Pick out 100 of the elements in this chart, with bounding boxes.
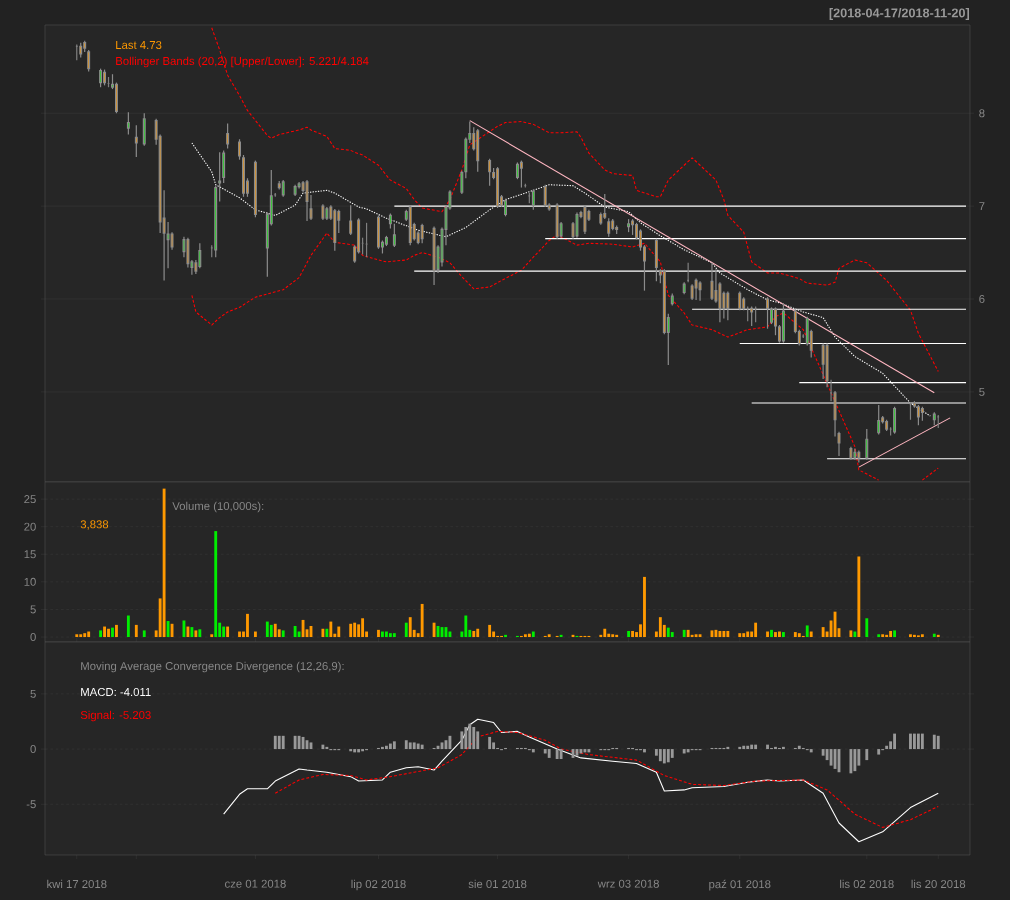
candlestick	[321, 203, 325, 221]
bar	[885, 745, 889, 750]
x-tick-label: kwi 17 2018	[47, 879, 107, 889]
candlestick	[166, 221, 170, 269]
bar	[472, 726, 476, 750]
bar	[547, 749, 551, 758]
bar	[893, 630, 897, 638]
bar	[476, 628, 480, 638]
bar	[87, 631, 91, 638]
bar	[337, 626, 341, 638]
bar	[190, 627, 194, 638]
bar	[909, 634, 912, 638]
bar	[643, 749, 646, 753]
bar	[126, 615, 130, 638]
bar	[349, 749, 353, 752]
bar	[805, 625, 809, 638]
line-series	[274, 730, 939, 828]
y-tick-label: 10	[24, 577, 36, 586]
x-tick-label: paź 01 2018	[709, 879, 771, 891]
bar	[527, 633, 531, 638]
bar	[662, 749, 666, 764]
bar	[531, 749, 535, 753]
bar	[583, 749, 587, 753]
bar	[932, 633, 936, 638]
bar	[738, 746, 742, 750]
bar	[79, 634, 83, 638]
annotation: Last 4.73	[116, 40, 162, 49]
bar	[523, 634, 527, 638]
bar	[408, 617, 412, 638]
bar	[690, 634, 694, 638]
bar	[115, 624, 118, 638]
bar	[488, 736, 492, 750]
bar	[889, 630, 893, 638]
bar	[658, 749, 662, 762]
bar	[269, 624, 273, 638]
bar	[893, 733, 897, 750]
bar	[531, 631, 535, 638]
bar	[849, 630, 853, 638]
bar	[857, 556, 861, 638]
bar	[416, 743, 420, 750]
bar	[361, 749, 365, 752]
bar	[770, 629, 773, 638]
y-tick-label: 7	[979, 202, 985, 211]
bar	[186, 626, 190, 638]
bar	[603, 628, 607, 638]
candlestick	[821, 342, 825, 380]
bar	[361, 618, 365, 638]
candlestick	[690, 283, 694, 301]
bar	[920, 634, 924, 638]
bar	[631, 630, 634, 638]
candlestick	[583, 204, 587, 235]
candlestick	[325, 206, 329, 221]
bar	[809, 749, 813, 753]
y-tick-label: 6	[979, 295, 985, 304]
bar	[666, 627, 670, 638]
bar	[321, 744, 325, 750]
y-tick-label: 5	[30, 689, 36, 698]
bar	[916, 733, 920, 750]
candlestick	[912, 400, 916, 409]
y-tick-label: 0	[30, 633, 36, 642]
bar	[325, 746, 329, 750]
bar	[381, 631, 384, 638]
bar	[670, 749, 674, 758]
bar	[468, 723, 472, 750]
bar	[722, 630, 726, 638]
bar	[142, 630, 146, 638]
candlestick	[670, 292, 674, 307]
bar	[353, 622, 357, 638]
bar	[877, 634, 881, 638]
bar	[388, 743, 392, 750]
bar	[913, 634, 916, 638]
bar	[404, 622, 408, 638]
bar	[353, 749, 357, 753]
x-tick-label: lip 02 2018	[351, 879, 406, 891]
bar	[936, 634, 940, 638]
bar	[936, 735, 940, 750]
bar	[194, 630, 198, 638]
bar	[726, 746, 730, 750]
bar	[686, 749, 690, 753]
bar	[781, 632, 785, 638]
bar	[766, 744, 769, 750]
bar	[559, 634, 563, 638]
x-tick-label: sie 01 2018	[468, 879, 527, 889]
bar	[555, 749, 559, 759]
text: MACD: -4.011	[81, 687, 151, 696]
bar	[329, 621, 333, 638]
bar	[297, 735, 301, 750]
candlestick	[218, 151, 222, 203]
bar	[198, 629, 202, 638]
bar	[920, 733, 924, 750]
annotation: 3,838	[80, 520, 109, 530]
bar	[726, 630, 730, 638]
candlestick	[575, 212, 579, 239]
bar	[778, 631, 781, 638]
bar	[547, 634, 551, 638]
bar	[615, 634, 619, 638]
bar	[909, 733, 912, 750]
bar	[797, 633, 801, 638]
bar	[821, 749, 825, 756]
bar	[357, 749, 361, 753]
